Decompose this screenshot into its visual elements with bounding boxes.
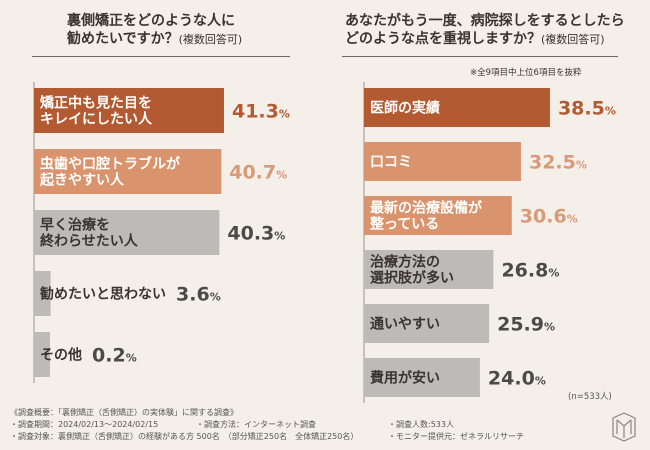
footer-overview: 《調査概要：「裏側矯正（舌側矯正）の実体験」に関する調査》 — [10, 408, 238, 417]
left-title-line2: 勧めたいですか？ — [67, 31, 179, 47]
footer-count: ・調査人数:533人 — [388, 420, 454, 429]
left-bar-label-4: その他 — [40, 347, 82, 364]
right-value-label-3: 26.8% — [501, 260, 559, 282]
right-title-suffix: (複数回答可) — [541, 33, 605, 46]
right-bar-1 — [364, 142, 521, 181]
left-value-label-1: 40.7% — [229, 162, 287, 184]
left-value-label-0: 41.3% — [232, 101, 290, 123]
right-bar-3 — [364, 250, 494, 289]
right-bar-label-4: 通いやすい — [370, 317, 440, 333]
right-bar-5 — [364, 358, 480, 397]
left-bar-2 — [34, 210, 220, 255]
right-title-rule — [342, 56, 618, 57]
right-value-label-1: 32.5% — [529, 152, 587, 174]
left-chart-bars: 矯正中も見た目をキレイにしたい人 41.3% 虫歯や口腔トラブルが起きやすい人 40.… — [34, 88, 290, 377]
sample-size: (n=533人) — [568, 392, 612, 402]
left-chart-title: 裏側矯正をどのような人に 勧めたいですか？(複数回答可) — [67, 12, 242, 49]
right-bar-4 — [364, 304, 490, 343]
footer-period: ・調査期間：2024/02/13〜2024/02/15 — [10, 420, 159, 429]
footer-target: ・調査対象：裏側矯正（舌側矯正）の経験がある方 500名 （部分矯正250名 全… — [10, 432, 359, 441]
right-bar-label-5: 費用が安い — [370, 370, 440, 387]
left-value-label-4: 0.2% — [92, 345, 137, 367]
right-title-line2: どのような点を重視しますか？ — [345, 31, 541, 47]
left-title-rule — [32, 56, 290, 57]
right-chart-bars: 医師の実績 38.5% 口コミ 32.5% 最新の治療設備が整っている 30.6% 治療方法… — [364, 88, 616, 397]
footer-method: ・調査方法：インターネット調査 — [196, 420, 316, 429]
right-bar-label-2: 最新の治療設備が整っている — [369, 200, 483, 233]
right-bar-label-3: 治療方法の選択肢が多い — [370, 254, 454, 287]
left-bar-label-0: 矯正中も見た目をキレイにしたい人 — [39, 95, 153, 128]
right-title-line1: あなたがもう一度、病院探しをするとしたら — [345, 13, 625, 29]
left-title-suffix: (複数回答可) — [178, 33, 243, 46]
left-value-label-3: 3.6% — [176, 284, 221, 306]
right-bar-label-1: 口コミ — [370, 155, 412, 171]
right-value-label-0: 38.5% — [558, 98, 616, 120]
left-bar-label-2: 早く治療を終わらせたい人 — [40, 217, 139, 250]
excerpt-note: ※全9項目中上位6項目を抜粋 — [470, 68, 582, 78]
left-bar-4 — [34, 332, 50, 377]
left-bar-3 — [34, 271, 51, 316]
right-chart-title: あなたがもう一度、病院探しをするとしたら どのような点を重視しますか？(複数回答… — [345, 12, 625, 49]
right-value-label-2: 30.6% — [520, 206, 578, 228]
left-bar-0 — [34, 88, 224, 133]
left-bar-1 — [34, 149, 222, 194]
right-value-label-5: 24.0% — [488, 368, 546, 390]
right-bar-2 — [364, 196, 512, 235]
left-bar-label-1: 虫歯や口腔トラブルが起きやすい人 — [39, 156, 181, 189]
footer-provider: ・モニター提供元：ゼネラルリサーチ — [388, 432, 524, 441]
left-title-line1: 裏側矯正をどのような人に — [67, 13, 235, 29]
left-value-label-2: 40.3% — [227, 223, 285, 245]
right-bar-label-0: 医師の実績 — [370, 100, 440, 117]
right-value-label-4: 25.9% — [497, 314, 555, 336]
right-bar-0 — [364, 88, 550, 127]
left-bar-label-3: 勧めたいと思わない — [40, 286, 166, 303]
brand-logo-icon — [612, 412, 636, 442]
